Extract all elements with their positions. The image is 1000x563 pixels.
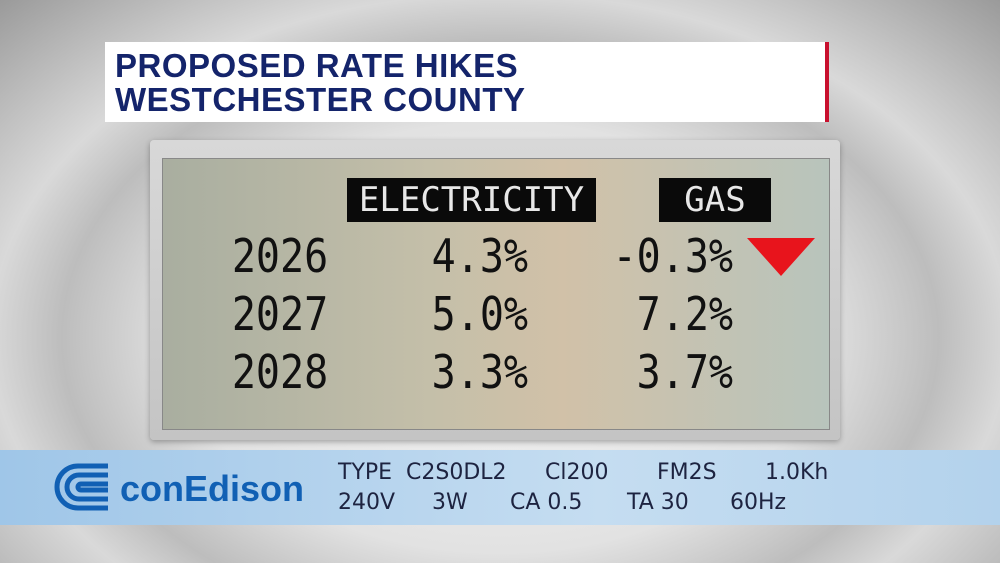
spec-text: TA 30	[627, 490, 689, 515]
spec-text: CA 0.5	[510, 490, 583, 515]
spec-text: FM2S	[657, 460, 717, 485]
triangle	[747, 238, 815, 276]
title-line: WESTCHESTER COUNTY	[115, 81, 526, 118]
meter-band	[0, 450, 1000, 525]
brand-logo	[54, 463, 108, 511]
row-year: 2028	[231, 346, 329, 400]
spec-text: 3W	[432, 490, 468, 515]
cell-value: 3.7%	[636, 346, 733, 400]
logo-arcs	[54, 463, 108, 511]
spec-text: C2S0DL2	[406, 460, 507, 485]
spec-text: TYPE	[338, 460, 393, 485]
spec-text: 240V	[338, 490, 396, 515]
title-box: PROPOSED RATE HIKES WESTCHESTER COUNTY	[105, 42, 829, 122]
cell-value: -0.3%	[612, 230, 733, 284]
spec-text: 60Hz	[730, 490, 787, 515]
cell-value: 5.0%	[431, 288, 528, 342]
row-year: 2027	[231, 288, 329, 342]
column-header: ELECTRICITY	[347, 178, 596, 222]
spec-text: 1.0Kh	[765, 460, 829, 485]
title-line: PROPOSED RATE HIKES	[115, 47, 519, 84]
row-year: 2026	[231, 230, 329, 284]
cell-value: 4.3%	[431, 230, 528, 284]
spec-text: Cl200	[545, 460, 609, 485]
column-header: GAS	[659, 178, 771, 222]
brand-name: conEdison	[120, 468, 305, 509]
cell-value: 3.3%	[431, 346, 528, 400]
cell-value: 7.2%	[636, 288, 733, 342]
decrease-arrow	[747, 238, 815, 276]
